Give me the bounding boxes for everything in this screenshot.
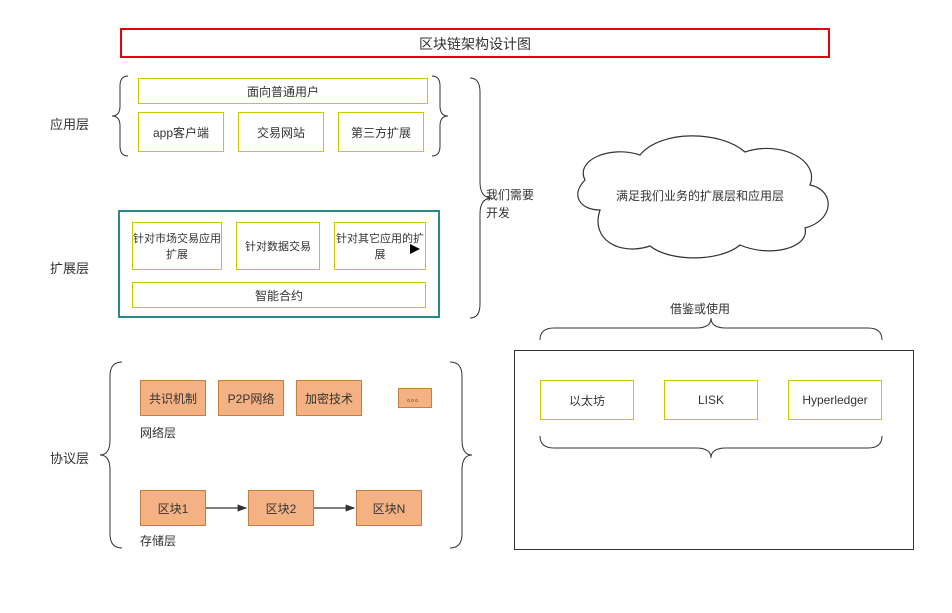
net-item-3-text: 加密技术 [305, 390, 353, 407]
label-app-layer: 应用层 [50, 114, 89, 133]
label-ext-layer: 扩展层 [50, 258, 89, 277]
brace-app-left [112, 76, 128, 156]
store-item-3: 区块N [356, 490, 422, 526]
ref-item-1: 以太坊 [540, 380, 634, 420]
ref-item-1-text: 以太坊 [569, 392, 605, 409]
title-text: 区块链架构设计图 [419, 36, 531, 52]
app-item-2: 交易网站 [238, 112, 324, 152]
ref-item-3-text: Hyperledger [802, 393, 867, 407]
app-item-3: 第三方扩展 [338, 112, 424, 152]
store-item-3-text: 区块N [373, 500, 406, 517]
ext-item-2-text: 针对数据交易 [245, 238, 311, 254]
ext-item-1: 针对市场交易应用扩展 [132, 222, 222, 270]
store-item-2-text: 区块2 [266, 500, 297, 517]
app-top-bar-text: 面向普通用户 [247, 83, 319, 100]
app-item-1: app客户端 [138, 112, 224, 152]
ext-item-3: 针对其它应用的扩展 [334, 222, 426, 270]
label-proto-layer: 协议层 [50, 448, 89, 467]
label-network-layer: 网络层 [140, 424, 176, 441]
ref-item-2-text: LISK [698, 393, 724, 407]
brace-app-right [432, 76, 448, 156]
need-label-1: 我们需要 [486, 186, 534, 203]
app-item-1-text: app客户端 [153, 124, 209, 141]
net-item-2: P2P网络 [218, 380, 284, 416]
app-top-bar: 面向普通用户 [138, 78, 428, 104]
store-item-1: 区块1 [140, 490, 206, 526]
ref-item-2: LISK [664, 380, 758, 420]
net-item-4-text: 。。。 [407, 393, 423, 404]
ref-item-3: Hyperledger [788, 380, 882, 420]
cloud-text: 满足我们业务的扩展层和应用层 [616, 188, 784, 203]
ext-bottom-bar-text: 智能合约 [255, 287, 303, 304]
ext-bottom-bar: 智能合约 [132, 282, 426, 308]
ext-item-3-text: 针对其它应用的扩展 [335, 230, 425, 262]
borrow-label: 借鉴或使用 [670, 300, 730, 317]
brace-ref-top [540, 318, 882, 340]
net-item-4: 。。。 [398, 388, 432, 408]
net-item-3: 加密技术 [296, 380, 362, 416]
cloud-shape [578, 136, 828, 258]
need-label-2: 开发 [486, 204, 510, 221]
diagram-title: 区块链架构设计图 [120, 28, 830, 58]
ext-item-1-text: 针对市场交易应用扩展 [133, 230, 221, 262]
brace-proto-left [100, 362, 122, 548]
net-item-2-text: P2P网络 [228, 390, 275, 407]
label-storage-layer: 存储层 [140, 532, 176, 549]
ext-item-2: 针对数据交易 [236, 222, 320, 270]
app-item-3-text: 第三方扩展 [351, 124, 411, 141]
app-item-2-text: 交易网站 [257, 124, 305, 141]
net-item-1-text: 共识机制 [149, 390, 197, 407]
net-item-1: 共识机制 [140, 380, 206, 416]
store-item-2: 区块2 [248, 490, 314, 526]
store-item-1-text: 区块1 [158, 500, 189, 517]
brace-proto-right [450, 362, 472, 548]
